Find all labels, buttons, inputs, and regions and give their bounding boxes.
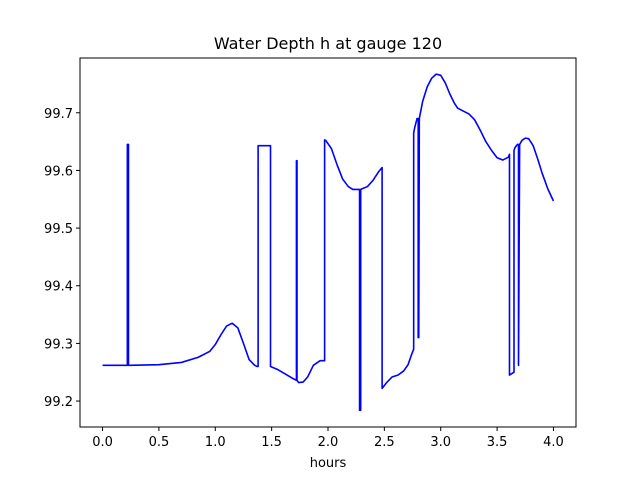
x-tick-label: 1.0 (205, 435, 226, 450)
axes-frame (79, 57, 577, 428)
plot-area (102, 73, 555, 412)
x-axis-label: hours (310, 456, 347, 471)
x-tick-label: 3.5 (487, 435, 508, 450)
series-line-0 (102, 73, 555, 412)
y-tick-label: 99.5 (44, 222, 73, 237)
y-tick-label: 99.3 (44, 337, 73, 352)
x-tick-label: 0.0 (92, 435, 113, 450)
y-tick-label: 99.2 (44, 395, 73, 410)
x-tick-label: 2.5 (374, 435, 395, 450)
y-tick-label: 99.4 (44, 280, 73, 295)
x-tick-label: 0.5 (149, 435, 170, 450)
x-tick-label: 1.5 (261, 435, 282, 450)
x-tick-label: 4.0 (543, 435, 564, 450)
x-tick-label: 2.0 (318, 435, 339, 450)
y-tick-label: 99.6 (44, 164, 73, 179)
y-tick-label: 99.7 (44, 107, 73, 122)
chart-title: Water Depth h at gauge 120 (214, 34, 442, 53)
y-axis: 99.2 99.3 99.4 99.5 99.6 99.7 (44, 107, 80, 410)
x-axis: 0.0 0.5 1.0 1.5 2.0 2.5 3.0 3.5 4.0 (92, 427, 564, 450)
x-tick-label: 3.0 (430, 435, 451, 450)
